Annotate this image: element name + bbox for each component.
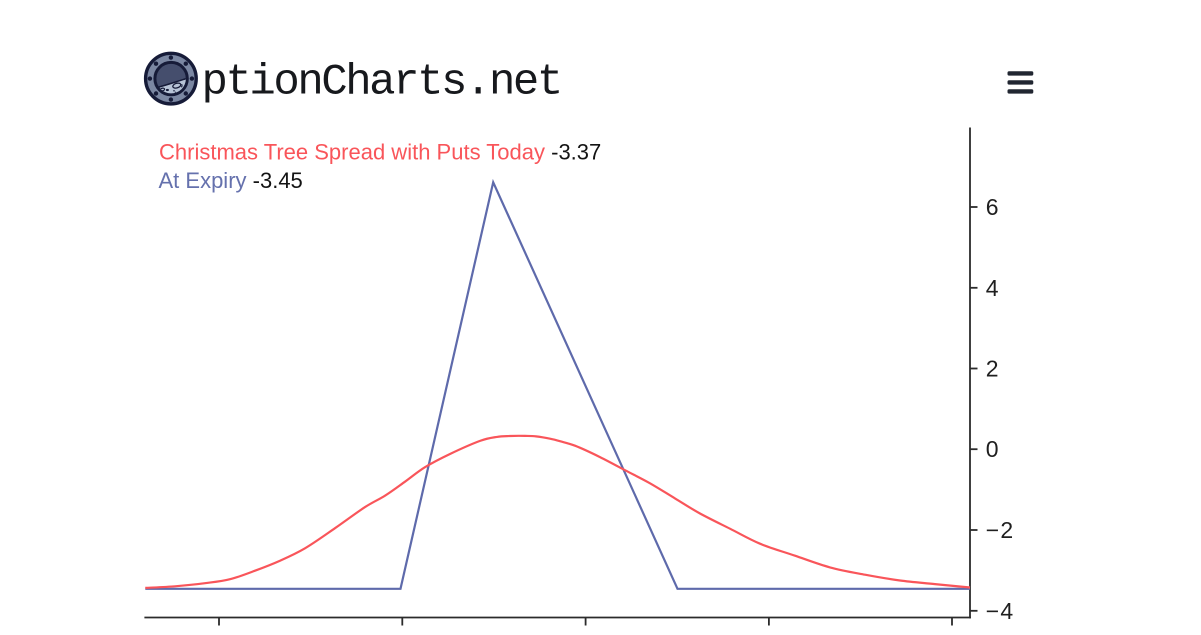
- svg-text:−4: −4: [986, 598, 1015, 624]
- svg-text:−2: −2: [986, 517, 1015, 543]
- svg-text:6: 6: [986, 194, 999, 220]
- svg-text:0: 0: [986, 436, 999, 462]
- svg-text:Christmas Tree Spread with Put: Christmas Tree Spread with Puts Today -3…: [159, 140, 601, 165]
- svg-text:2: 2: [986, 356, 999, 382]
- svg-text:ptionCharts.net: ptionCharts.net: [202, 58, 561, 108]
- svg-text:4: 4: [986, 275, 999, 301]
- svg-text:At Expiry -3.45: At Expiry -3.45: [159, 168, 303, 193]
